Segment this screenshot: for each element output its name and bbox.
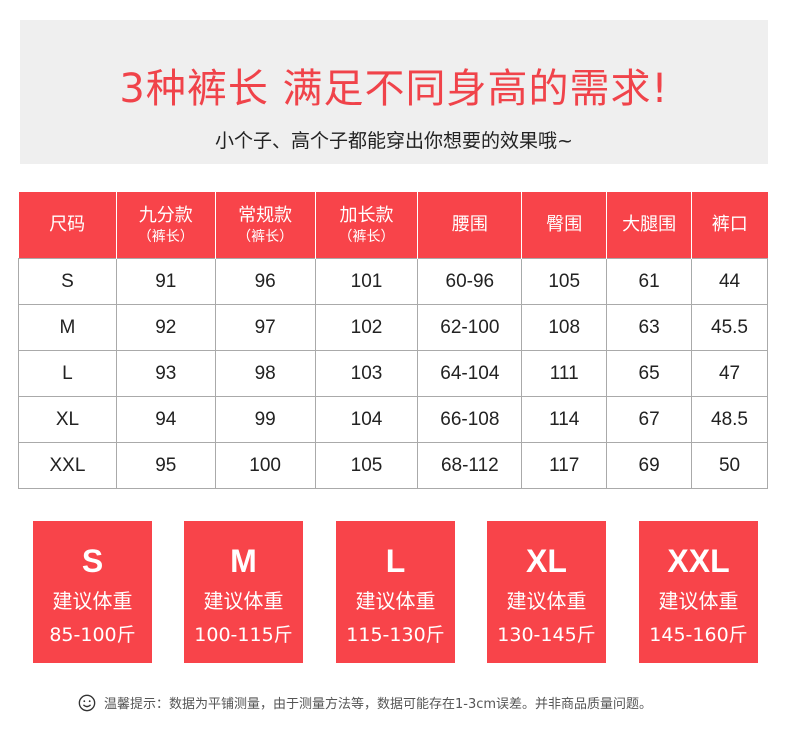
card-weight: 145-160斤: [649, 624, 748, 646]
notice-text: 温馨提示：数据为平铺测量，由于测量方法等，数据可能存在1-3cm误差。并非商品质…: [104, 697, 653, 712]
table-cell: 65: [606, 350, 693, 397]
weight-cards: S 建议体重 85-100斤 M 建议体重 100-115斤 L 建议体重 115-130斤 XL…: [33, 521, 758, 663]
table-cell: 50: [691, 442, 768, 489]
table-cell: 95: [115, 442, 216, 489]
table-cell: 114: [521, 396, 608, 443]
header-sublabel: （裤长）: [338, 228, 395, 245]
card-label: 建议体重: [203, 589, 284, 613]
weight-card: XXL 建议体重 145-160斤: [639, 521, 758, 663]
column-header: 大腿围: [606, 192, 692, 259]
table-cell: 47: [691, 350, 768, 397]
header-label: 九分款: [138, 205, 193, 227]
header-sublabel: （裤长）: [137, 228, 194, 245]
table-cell: 108: [521, 304, 608, 351]
card-size: M: [230, 543, 257, 579]
table-cell: 99: [214, 396, 316, 443]
weight-card: XL 建议体重 130-145斤: [487, 521, 606, 663]
table-cell: 64-104: [417, 350, 523, 397]
table-cell: 68-112: [417, 442, 523, 489]
table-cell: 69: [606, 442, 693, 489]
header-sublabel: （裤长）: [237, 228, 294, 245]
card-size: S: [81, 543, 104, 579]
table-cell: 44: [691, 258, 768, 305]
table-row: M 92 97 102 62-100 108 63 45.5: [18, 304, 768, 351]
table-cell: 91: [115, 258, 216, 305]
header-label: 裤口: [711, 214, 748, 236]
card-weight: 115-130斤: [346, 624, 445, 646]
table-cell: S: [18, 258, 117, 305]
table-cell: 92: [115, 304, 216, 351]
table-cell: 105: [521, 258, 608, 305]
table-cell: M: [18, 304, 117, 351]
column-header: 加长款 （裤长）: [314, 192, 418, 259]
column-header: 裤口: [691, 192, 768, 259]
column-header: 腰围: [417, 192, 522, 259]
header-label: 腰围: [451, 214, 488, 236]
table-cell: 98: [214, 350, 316, 397]
card-weight: 130-145斤: [497, 624, 596, 646]
card-size: XL: [526, 543, 567, 579]
table-cell: 63: [606, 304, 693, 351]
header-label: 臀围: [546, 214, 583, 236]
table-cell: 97: [214, 304, 316, 351]
table-cell: 101: [314, 258, 419, 305]
card-weight: 85-100斤: [49, 624, 136, 646]
table-cell: 45.5: [691, 304, 768, 351]
table-cell: 111: [521, 350, 608, 397]
banner: 3种裤长 满足不同身高的需求! 小个子、高个子都能穿出你想要的效果哦~: [20, 20, 768, 164]
table-cell: 67: [606, 396, 693, 443]
weight-card: M 建议体重 100-115斤: [184, 521, 303, 663]
banner-title: 3种裤长 满足不同身高的需求!: [119, 66, 669, 112]
smiley-icon: [78, 694, 96, 711]
table-cell: 94: [115, 396, 216, 443]
card-label: 建议体重: [506, 589, 587, 613]
table-cell: 66-108: [417, 396, 523, 443]
card-size: XXL: [667, 543, 730, 579]
header-label: 尺码: [49, 214, 86, 236]
card-label: 建议体重: [52, 589, 133, 613]
table-cell: 93: [115, 350, 216, 397]
header-label: 加长款: [339, 205, 394, 227]
table-cell: 62-100: [417, 304, 523, 351]
table-row: XXL 95 100 105 68-112 117 69 50: [18, 442, 768, 489]
column-header: 臀围: [521, 192, 607, 259]
card-size: L: [385, 543, 406, 579]
table-cell: 100: [214, 442, 316, 489]
column-header: 九分款 （裤长）: [115, 192, 216, 259]
card-weight: 100-115斤: [194, 624, 293, 646]
table-cell: L: [18, 350, 117, 397]
table-cell: XL: [18, 396, 117, 443]
weight-card: S 建议体重 85-100斤: [33, 521, 152, 663]
table-cell: 105: [314, 442, 419, 489]
weight-card: L 建议体重 115-130斤: [336, 521, 455, 663]
card-label: 建议体重: [658, 589, 739, 613]
table-cell: 103: [314, 350, 419, 397]
table-cell: 48.5: [691, 396, 768, 443]
table-row: S 91 96 101 60-96 105 61 44: [18, 258, 768, 305]
column-header: 常规款 （裤长）: [214, 192, 316, 259]
size-table: 尺码 九分款 （裤长） 常规款 （裤长） 加长款 （裤长） 腰围 臀围 大腿围 裤口 S 91 96 10…: [18, 192, 768, 489]
table-cell: 96: [214, 258, 316, 305]
header-label: 常规款: [238, 205, 293, 227]
card-label: 建议体重: [355, 589, 436, 613]
table-row: L 93 98 103 64-104 111 65 47: [18, 350, 768, 397]
table-cell: 61: [606, 258, 693, 305]
banner-subtitle: 小个子、高个子都能穿出你想要的效果哦~: [215, 130, 573, 152]
table-cell: XXL: [18, 442, 117, 489]
table-cell: 102: [314, 304, 419, 351]
table-header-row: 尺码 九分款 （裤长） 常规款 （裤长） 加长款 （裤长） 腰围 臀围 大腿围 裤口: [18, 192, 768, 259]
table-cell: 104: [314, 396, 419, 443]
column-header: 尺码: [18, 192, 117, 259]
header-label: 大腿围: [622, 214, 677, 236]
table-cell: 60-96: [417, 258, 523, 305]
table-cell: 117: [521, 442, 608, 489]
notice: 温馨提示：数据为平铺测量，由于测量方法等，数据可能存在1-3cm误差。并非商品质…: [78, 693, 652, 712]
table-row: XL 94 99 104 66-108 114 67 48.5: [18, 396, 768, 443]
